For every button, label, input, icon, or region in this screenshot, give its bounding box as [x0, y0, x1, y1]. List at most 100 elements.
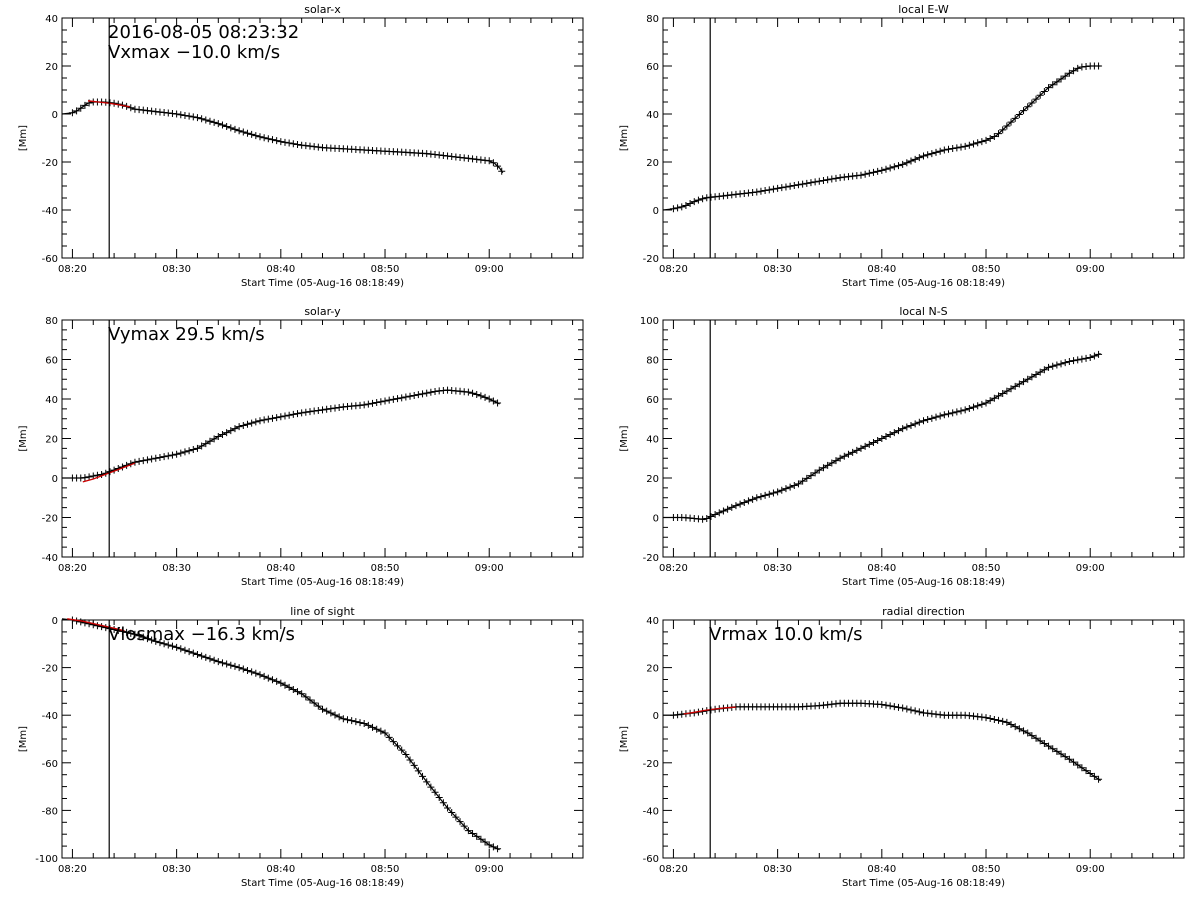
data-point-marker	[1070, 357, 1078, 365]
y-tick-label: 0	[52, 474, 58, 485]
data-point-marker	[252, 669, 260, 677]
data-point-marker	[227, 427, 235, 435]
data-point-marker	[364, 400, 372, 408]
y-tick-label: 80	[646, 356, 659, 367]
plot-frame	[61, 319, 584, 558]
data-point-marker	[907, 706, 915, 714]
data-point-marker	[924, 416, 932, 424]
x-tick-label: 08:50	[972, 264, 1001, 275]
data-point-marker	[1065, 755, 1073, 763]
data-point-marker	[164, 452, 172, 460]
data-point-marker	[381, 397, 389, 405]
data-point-marker	[1065, 357, 1073, 365]
data-point-marker	[223, 122, 231, 130]
data-point-marker	[235, 664, 243, 672]
data-point-marker	[711, 511, 719, 519]
y-tick-label: 0	[653, 711, 659, 722]
data-point-marker	[260, 134, 268, 142]
data-point-marker	[377, 727, 385, 735]
data-point-marker	[452, 813, 460, 821]
data-point-marker	[485, 841, 493, 849]
data-point-marker	[744, 497, 752, 505]
data-point-marker	[202, 653, 210, 661]
y-tick-label: -40	[42, 553, 58, 564]
data-point-marker	[940, 146, 948, 154]
data-point-marker	[1045, 84, 1053, 92]
x-tick-label: 08:40	[266, 264, 295, 275]
data-point-marker	[406, 756, 414, 764]
data-point-marker	[248, 130, 256, 138]
data-point-marker	[719, 507, 727, 515]
data-point-marker	[260, 672, 268, 680]
y-tick-label: -20	[643, 553, 659, 564]
data-point-marker	[277, 679, 285, 687]
data-point-marker	[1036, 368, 1044, 376]
data-point-marker	[874, 167, 882, 175]
data-point-marker	[68, 109, 76, 117]
data-point-marker	[373, 725, 381, 733]
y-tick-label: -40	[42, 206, 58, 217]
data-point-marker	[769, 489, 777, 497]
data-point-marker	[335, 403, 343, 411]
data-point-marker	[1061, 753, 1069, 761]
data-point-marker	[861, 442, 869, 450]
data-point-marker	[177, 111, 185, 119]
data-point-marker	[173, 110, 181, 118]
x-tick-label: 09:00	[475, 563, 504, 574]
x-tick-label: 08:20	[58, 864, 87, 875]
data-point-marker	[724, 505, 732, 513]
data-point-marker	[469, 389, 477, 397]
data-point-marker	[899, 160, 907, 168]
data-point-marker	[389, 738, 397, 746]
data-point-marker	[218, 659, 226, 667]
data-point-marker	[369, 399, 377, 407]
data-point-marker	[853, 446, 861, 454]
data-point-marker	[1003, 387, 1011, 395]
data-point-marker	[423, 778, 431, 786]
data-point-marker	[302, 408, 310, 416]
data-point-marker	[127, 104, 135, 112]
data-point-marker	[489, 843, 497, 851]
data-point-marker	[824, 461, 832, 469]
data-point-marker	[273, 137, 281, 145]
y-axis-label: [Mm]	[619, 726, 630, 752]
data-point-marker	[869, 438, 877, 446]
data-point-marker	[439, 799, 447, 807]
data-point-marker	[293, 410, 301, 418]
data-point-marker	[882, 433, 890, 441]
data-point-marker	[306, 696, 314, 704]
data-point-marker	[936, 147, 944, 155]
data-point-marker	[1095, 62, 1103, 70]
x-tick-label: 08:50	[972, 563, 1001, 574]
data-point-marker	[974, 402, 982, 410]
data-point-marker	[310, 407, 318, 415]
data-point-marker	[978, 138, 986, 146]
y-tick-label: 0	[52, 110, 58, 121]
data-point-marker	[899, 425, 907, 433]
data-point-marker	[761, 491, 769, 499]
data-point-marker	[410, 761, 418, 769]
x-tick-label: 09:00	[1076, 264, 1105, 275]
panel-solar-y: solar-y -40 -20 0 20 40 60 80 08:20 08:30 08:40 08:…	[18, 305, 584, 588]
data-point-marker	[243, 129, 251, 137]
data-point-marker	[865, 169, 873, 177]
data-point-marker	[782, 485, 790, 493]
data-point-marker	[281, 138, 289, 146]
data-point-marker	[1011, 114, 1019, 122]
x-axis-label: Start Time (05-Aug-16 08:18:49)	[241, 577, 404, 588]
data-point-marker	[410, 391, 418, 399]
data-point-marker	[1049, 362, 1057, 370]
data-point-marker	[753, 494, 761, 502]
data-point-marker	[210, 435, 218, 443]
data-point-marker	[832, 174, 840, 182]
data-point-marker	[957, 143, 965, 151]
data-point-marker	[982, 714, 990, 722]
data-point-marker	[769, 185, 777, 193]
data-point-marker	[1061, 72, 1069, 80]
data-point-marker	[494, 399, 502, 407]
data-point-marker	[252, 418, 260, 426]
data-point-marker	[1040, 740, 1048, 748]
data-point-marker	[135, 632, 143, 640]
data-point-marker	[986, 397, 994, 405]
data-point-marker	[481, 393, 489, 401]
